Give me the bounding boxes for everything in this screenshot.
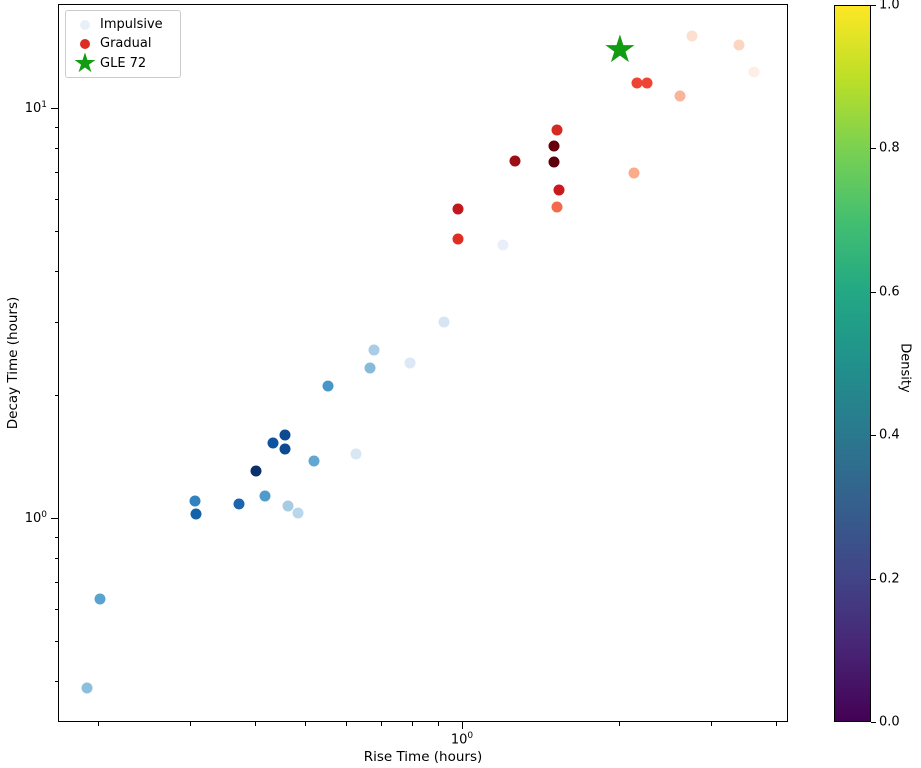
colorbar-tick bbox=[871, 148, 876, 150]
colorbar-tick bbox=[871, 5, 876, 6]
scatter-point bbox=[733, 39, 745, 51]
y-axis-label: Decay Time (hours) bbox=[5, 296, 21, 430]
scatter-point bbox=[748, 66, 760, 78]
x-minor-tick bbox=[254, 722, 256, 726]
y-minor-tick bbox=[54, 581, 58, 583]
scatter-point bbox=[628, 167, 640, 179]
scatter-point bbox=[292, 507, 304, 519]
x-tick-label: 100 bbox=[450, 731, 474, 748]
scatter-point bbox=[452, 203, 464, 215]
colorbar-tick-label: 1.0 bbox=[879, 0, 900, 13]
x-minor-tick bbox=[710, 722, 712, 726]
scatter-point bbox=[322, 380, 334, 392]
scatter-point bbox=[259, 490, 271, 502]
scatter-point bbox=[364, 362, 376, 374]
scatter-point bbox=[631, 77, 643, 89]
scatter-point bbox=[190, 508, 202, 520]
scatter-point bbox=[350, 448, 362, 460]
colorbar-axis-label: Density bbox=[897, 343, 913, 393]
legend: Impulsive Gradual ★ GLE 72 bbox=[65, 10, 181, 78]
scatter-point bbox=[267, 437, 279, 449]
legend-item-impulsive: Impulsive bbox=[72, 15, 174, 34]
colorbar-tick-label: 0.8 bbox=[879, 140, 900, 156]
scatter-point bbox=[509, 155, 521, 167]
impulsive-marker-icon bbox=[72, 19, 98, 30]
y-minor-tick bbox=[54, 322, 58, 324]
x-minor-tick bbox=[189, 722, 191, 726]
legend-label: GLE 72 bbox=[100, 55, 147, 71]
y-minor-tick bbox=[54, 231, 58, 233]
scatter-point bbox=[189, 495, 201, 507]
scatter-point bbox=[233, 498, 245, 510]
x-minor-tick bbox=[618, 722, 620, 726]
x-minor-tick bbox=[411, 722, 413, 726]
colorbar bbox=[834, 5, 871, 722]
y-minor-tick bbox=[54, 271, 58, 273]
scatter-point bbox=[368, 344, 380, 356]
x-minor-tick bbox=[438, 722, 440, 726]
scatter-point bbox=[548, 156, 560, 168]
y-minor-tick bbox=[54, 536, 58, 538]
scatter-point bbox=[548, 140, 560, 152]
x-minor-tick bbox=[305, 722, 307, 726]
gle72-star-marker: ★ bbox=[602, 26, 637, 71]
legend-label: Gradual bbox=[100, 36, 152, 51]
y-minor-tick bbox=[54, 608, 58, 610]
y-tick-label: 101 bbox=[24, 99, 47, 117]
plot-area bbox=[58, 4, 788, 722]
scatter-point bbox=[404, 357, 416, 369]
x-minor-tick bbox=[381, 722, 383, 726]
legend-item-gradual: Gradual bbox=[72, 34, 174, 53]
x-minor-tick bbox=[346, 722, 348, 726]
star-marker-icon: ★ bbox=[72, 47, 98, 79]
colorbar-tick bbox=[871, 291, 876, 293]
scatter-point bbox=[551, 201, 563, 213]
scatter-point bbox=[81, 682, 93, 694]
scatter-point bbox=[674, 90, 686, 102]
y-minor-tick bbox=[54, 198, 58, 200]
scatter-point bbox=[282, 500, 294, 512]
legend-item-gle72: ★ GLE 72 bbox=[72, 50, 174, 77]
x-axis-label: Rise Time (hours) bbox=[363, 749, 483, 765]
legend-label: Impulsive bbox=[100, 17, 163, 32]
x-minor-tick bbox=[97, 722, 99, 726]
scatter-point bbox=[551, 124, 563, 136]
colorbar-tick-label: 0.2 bbox=[879, 571, 900, 587]
y-major-tick bbox=[51, 518, 58, 519]
x-minor-tick bbox=[775, 722, 777, 726]
y-minor-tick bbox=[54, 147, 58, 149]
x-major-tick bbox=[462, 722, 463, 729]
colorbar-tick-label: 0.6 bbox=[879, 284, 900, 300]
colorbar-tick bbox=[871, 722, 876, 723]
scatter-point bbox=[641, 77, 653, 89]
y-minor-tick bbox=[54, 126, 58, 128]
y-minor-tick bbox=[54, 641, 58, 643]
colorbar-tick-label: 0.0 bbox=[879, 714, 900, 730]
scatter-point bbox=[94, 593, 106, 605]
y-minor-tick bbox=[54, 394, 58, 396]
colorbar-tick bbox=[871, 435, 876, 437]
y-tick-label: 100 bbox=[24, 509, 47, 527]
scatter-point bbox=[279, 429, 291, 441]
y-minor-tick bbox=[54, 171, 58, 173]
scatter-point bbox=[553, 184, 565, 196]
scatter-point bbox=[250, 465, 262, 477]
scatter-point bbox=[279, 443, 291, 455]
scatter-point bbox=[497, 239, 509, 251]
colorbar-tick-label: 0.4 bbox=[879, 427, 900, 443]
gradual-marker-icon bbox=[72, 38, 98, 49]
scatter-point bbox=[438, 316, 450, 328]
y-minor-tick bbox=[54, 681, 58, 683]
y-major-tick bbox=[51, 108, 58, 109]
scatter-point bbox=[686, 30, 698, 42]
scatter-point bbox=[452, 233, 464, 245]
colorbar-tick bbox=[871, 578, 876, 580]
scatter-point bbox=[308, 455, 320, 467]
y-minor-tick bbox=[54, 557, 58, 559]
